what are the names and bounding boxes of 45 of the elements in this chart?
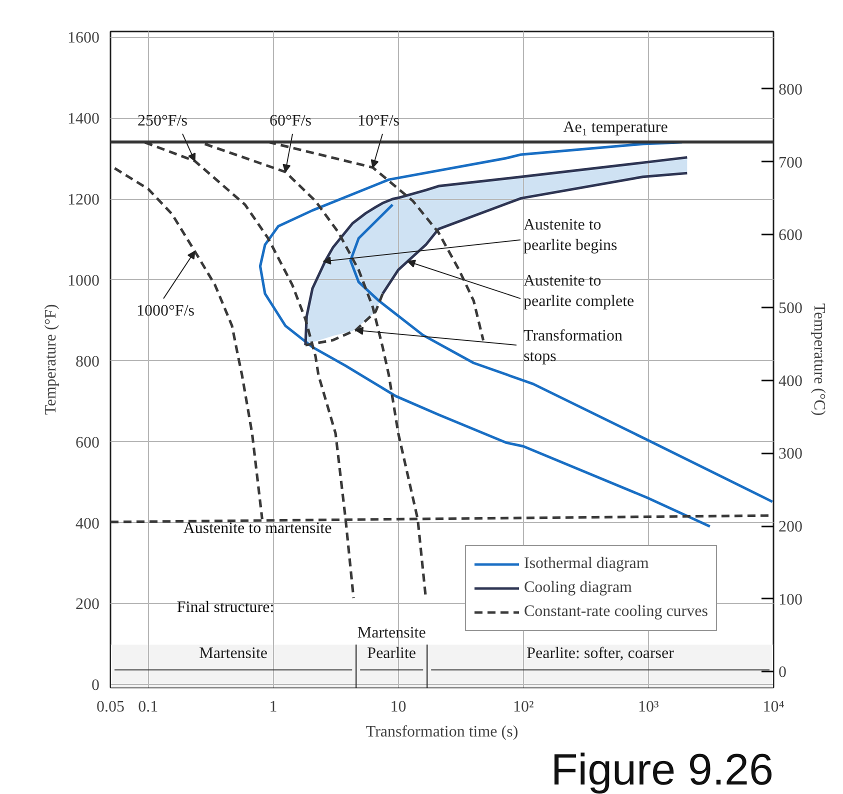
y2-tick-label: 500	[778, 300, 802, 317]
legend-label: Isothermal diagram	[524, 555, 649, 573]
annotation: Austenite to pearlite complete	[524, 272, 634, 310]
annotation: Final structure:	[176, 598, 274, 616]
annotation: 60°F/s	[270, 112, 312, 130]
y2-tick-label: 800	[778, 81, 802, 98]
x-tick-label: 10⁴	[762, 698, 785, 716]
y-tick-label: 1400	[68, 110, 100, 128]
y2-tick-label: 400	[778, 372, 802, 390]
y-tick-label: 200	[76, 596, 100, 614]
band-label: Pearlite: softer, coarser	[526, 644, 675, 662]
annotation: 10°F/s	[358, 112, 400, 130]
x-tick-label: 0.1	[138, 698, 158, 716]
y-tick-label: 400	[76, 515, 100, 532]
band-label: Martensite Pearlite	[357, 624, 426, 662]
y-tick-label: 1000	[68, 272, 100, 290]
y-tick-label: 1200	[68, 192, 100, 209]
annotation: Austenite to martensite	[183, 520, 332, 537]
legend-label: Cooling diagram	[524, 579, 632, 597]
x-tick-label: 10³	[638, 698, 660, 716]
x-tick-label: 10	[390, 698, 406, 716]
annotation: 250°F/s	[138, 112, 188, 130]
y2-tick-label: 600	[778, 227, 802, 244]
y-tick-label: 1600	[68, 30, 100, 47]
x-tick-label: 10²	[512, 698, 534, 716]
y-tick-label: 600	[76, 434, 100, 452]
legend-label: Constant-rate cooling curves	[524, 603, 708, 621]
caption: Figure 9.26	[550, 746, 774, 794]
band-label: Martensite	[199, 644, 268, 662]
y2-tick-label: 100	[778, 591, 802, 608]
y2-tick-label: 200	[778, 518, 802, 536]
annotation: Transformation stops	[524, 327, 622, 365]
ref-line-label: Ae₁ temperature	[563, 118, 668, 136]
annotation: Austenite to pearlite begins	[524, 216, 618, 254]
x-tick-label: 1	[269, 698, 278, 716]
x-axis-title: Transformation time (s)	[366, 724, 518, 740]
y-tick-label: 0	[92, 677, 100, 694]
y2-tick-label: 0	[778, 664, 786, 682]
y2-tick-label: 700	[778, 154, 802, 172]
y2-tick-label: 300	[778, 446, 802, 463]
y2-axis-title: Temperature (°C)	[810, 303, 828, 416]
y-tick-label: 800	[76, 353, 100, 370]
x-tick-label: 0.05	[96, 698, 124, 716]
annotation: 1000°F/s	[136, 302, 194, 320]
y-axis-title: Temperature (°F)	[42, 304, 60, 415]
